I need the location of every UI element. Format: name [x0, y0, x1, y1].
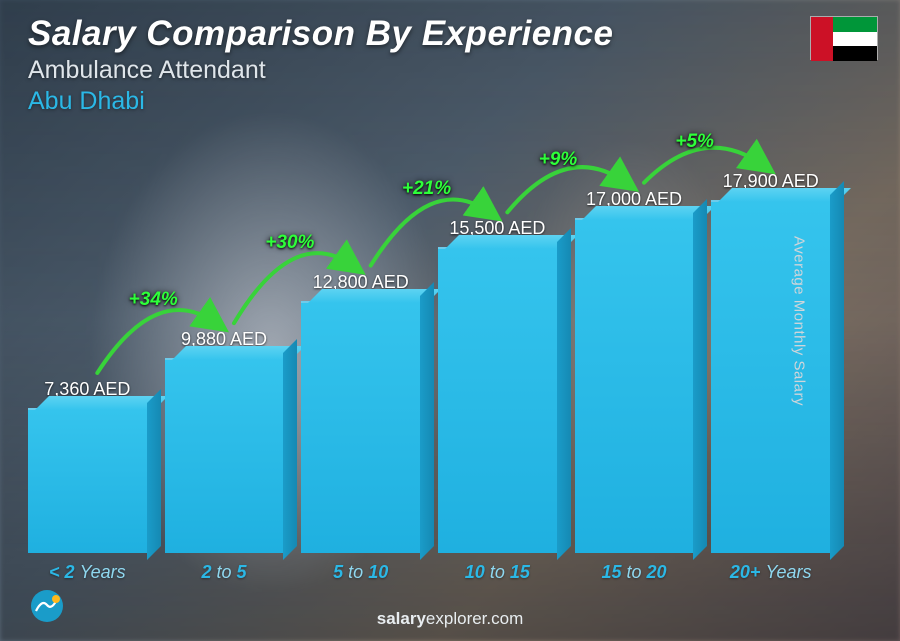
bar-slot: 17,000 AED15 to 20 [575, 189, 694, 553]
bars-container: 7,360 AED< 2 Years9,880 AED2 to 512,800 … [28, 140, 830, 553]
growth-percent-label: +9% [539, 149, 578, 171]
bar-category-label: 15 to 20 [575, 562, 694, 583]
bar-slot: 9,880 AED2 to 5 [165, 329, 284, 553]
growth-percent-label: +5% [675, 131, 714, 153]
bar-category-label: 20+ Years [711, 562, 830, 583]
uae-flag-icon [810, 16, 878, 60]
bar-slot: 17,900 AED20+ Years [711, 171, 830, 553]
growth-percent-label: +34% [129, 289, 178, 311]
footer-brand-rest: explorer.com [426, 609, 523, 628]
growth-percent-label: +21% [402, 178, 451, 200]
bar [28, 408, 147, 553]
footer-brand: salaryexplorer.com [0, 609, 900, 629]
bar-slot: 7,360 AED< 2 Years [28, 379, 147, 553]
chart-title: Salary Comparison By Experience [28, 14, 872, 54]
bar [165, 358, 284, 553]
chart-subtitle: Ambulance Attendant [28, 56, 872, 85]
growth-percent-label: +30% [265, 232, 314, 254]
bar-category-label: < 2 Years [28, 562, 147, 583]
header: Salary Comparison By Experience Ambulanc… [28, 14, 872, 116]
y-axis-label: Average Monthly Salary [791, 236, 808, 406]
bar [711, 200, 830, 553]
bar-slot: 12,800 AED5 to 10 [301, 272, 420, 553]
bar [438, 247, 557, 553]
bar-category-label: 10 to 15 [438, 562, 557, 583]
bar-category-label: 2 to 5 [165, 562, 284, 583]
bar-category-label: 5 to 10 [301, 562, 420, 583]
footer-brand-bold: salary [377, 609, 426, 628]
bar-slot: 15,500 AED10 to 15 [438, 218, 557, 553]
chart-location: Abu Dhabi [28, 87, 872, 116]
bar-chart: 7,360 AED< 2 Years9,880 AED2 to 512,800 … [28, 140, 830, 581]
bar [575, 218, 694, 553]
bar [301, 301, 420, 553]
